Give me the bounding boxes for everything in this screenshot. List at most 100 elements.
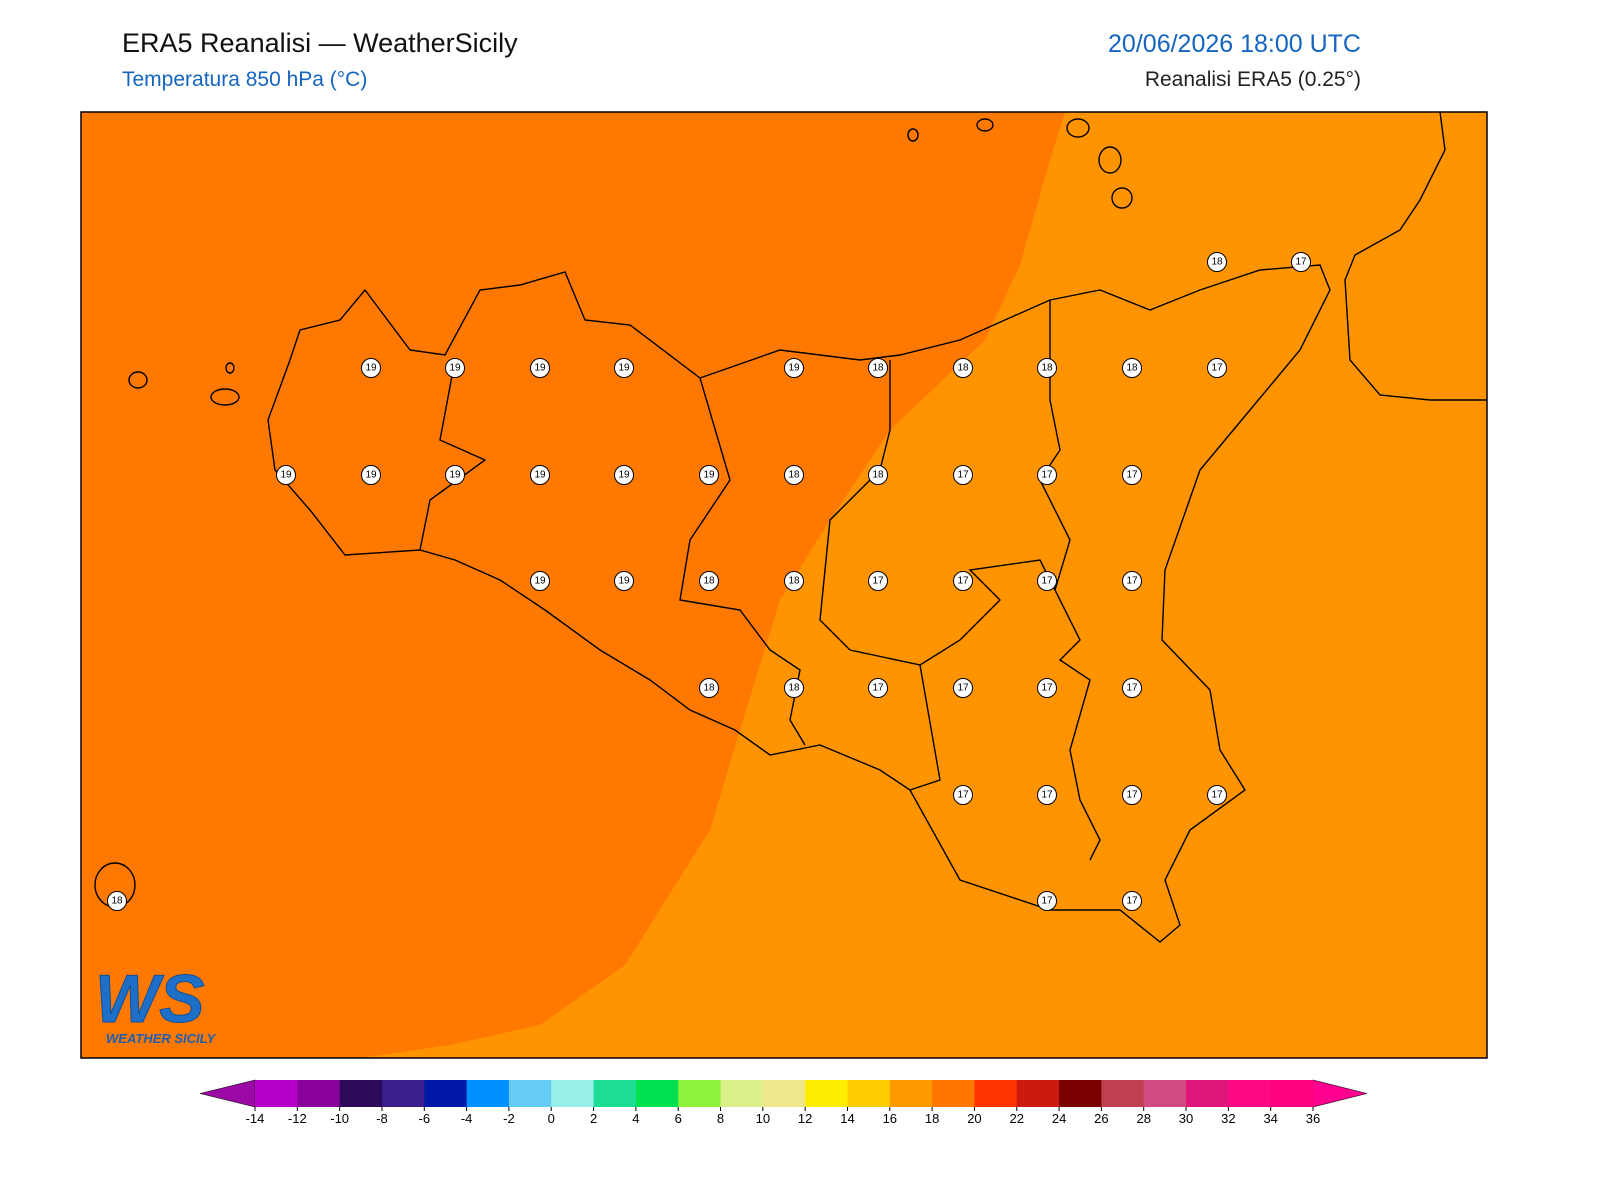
point-value: 18 — [788, 470, 800, 481]
point-value: 18 — [1041, 363, 1053, 374]
point: 19 — [699, 465, 719, 485]
point: 18 — [1122, 358, 1142, 378]
point: 17 — [1291, 252, 1311, 272]
colorbar-tick-label: 36 — [1306, 1111, 1320, 1126]
point-value: 18 — [872, 470, 884, 481]
point: 19 — [530, 358, 550, 378]
logo-name: WEATHER SICILY — [106, 1031, 217, 1046]
colorbar-tick-label: -4 — [461, 1111, 473, 1126]
colorbar-segment — [1101, 1080, 1145, 1107]
point: 19 — [445, 465, 465, 485]
point-value: 19 — [788, 363, 800, 374]
point-marker — [1037, 465, 1057, 485]
point-value: 19 — [449, 363, 461, 374]
colorbar-tick-label: -14 — [246, 1111, 265, 1126]
point-marker — [530, 465, 550, 485]
point-marker — [1122, 465, 1142, 485]
point-marker — [784, 465, 804, 485]
colorbar-tick-label: 28 — [1136, 1111, 1150, 1126]
colorbar-segment — [762, 1080, 806, 1107]
point: 17 — [1207, 358, 1227, 378]
colorbar-segment — [1059, 1080, 1102, 1107]
point-marker — [784, 358, 804, 378]
colorbar-segment — [889, 1080, 933, 1107]
point-value: 19 — [365, 470, 377, 481]
point-marker — [1037, 678, 1057, 698]
point-marker — [361, 465, 381, 485]
subtitle: Temperatura 850 hPa (°C) — [122, 68, 367, 91]
point: 17 — [1037, 678, 1057, 698]
point-marker — [868, 571, 888, 591]
colorbar: -14 -12 -10 -8 -6 -4 -2 0 2 4 6 8 10 12 14 16 18 20 22 24 26… — [199, 1079, 1368, 1126]
point-marker — [868, 358, 888, 378]
point-marker — [699, 571, 719, 591]
point-marker — [530, 358, 550, 378]
colorbar-under — [199, 1079, 256, 1108]
colorbar-segment — [932, 1080, 975, 1107]
point: 18 — [784, 571, 804, 591]
point-marker — [953, 358, 973, 378]
point: 17 — [1122, 571, 1142, 591]
colorbar-segment — [1016, 1080, 1060, 1107]
point-marker — [1207, 358, 1227, 378]
point: 18 — [868, 358, 888, 378]
point-value: 19 — [534, 363, 546, 374]
point: 18 — [953, 358, 973, 378]
point: 17 — [868, 678, 888, 698]
point-marker — [953, 465, 973, 485]
point-value: 17 — [1126, 470, 1138, 481]
point-marker — [1207, 252, 1227, 272]
point-value: 19 — [449, 470, 461, 481]
map-frame — [80, 111, 1488, 1059]
point-marker — [1037, 891, 1057, 911]
colorbar-tick-label: 6 — [675, 1111, 682, 1126]
calabria-coast — [1344, 111, 1487, 401]
colorbar-segment — [424, 1080, 468, 1107]
point: 19 — [614, 358, 634, 378]
colorbar-segment — [1270, 1080, 1314, 1107]
title: ERA5 Reanalisi — WeatherSicily — [122, 28, 518, 58]
point-marker — [1122, 678, 1142, 698]
colorbar-tick-label: 34 — [1263, 1111, 1277, 1126]
point-marker — [1207, 785, 1227, 805]
colorbar-tick-label: -12 — [288, 1111, 307, 1126]
logo-initials: WS — [95, 961, 205, 1037]
colorbar-segment — [297, 1080, 341, 1107]
point: 19 — [276, 465, 296, 485]
point-marker — [1122, 785, 1142, 805]
point-value: 18 — [957, 363, 969, 374]
colorbar-segment — [466, 1080, 510, 1107]
colorbar-segment — [255, 1080, 298, 1107]
colorbar-tick-label: 14 — [840, 1111, 854, 1126]
source: Reanalisi ERA5 (0.25°) — [1145, 68, 1361, 91]
province-border — [419, 300, 1101, 861]
point-marker — [614, 571, 634, 591]
colorbar-segment — [635, 1080, 679, 1107]
colorbar-tick-label: -2 — [503, 1111, 515, 1126]
sicily-coast — [267, 264, 1331, 943]
point: 17 — [1037, 465, 1057, 485]
colorbar-over — [1312, 1079, 1368, 1108]
point-value: 18 — [872, 363, 884, 374]
point-marker — [953, 571, 973, 591]
date: 20/06/2026 18:00 UTC — [1108, 30, 1361, 58]
point-marker — [868, 678, 888, 698]
map: WS WEATHER SICILY — [80, 111, 1488, 1059]
colorbar-tick-label: 20 — [967, 1111, 981, 1126]
point: 18 — [1207, 252, 1227, 272]
colorbar-tick-label: 10 — [756, 1111, 770, 1126]
point-value: 17 — [1211, 790, 1223, 801]
point: 17 — [1122, 678, 1142, 698]
point-value: 17 — [1041, 470, 1053, 481]
point-value: 19 — [365, 363, 377, 374]
point-marker — [361, 358, 381, 378]
point: 19 — [530, 465, 550, 485]
point: 18 — [107, 891, 127, 911]
islands — [94, 118, 1133, 908]
point: 19 — [445, 358, 465, 378]
point-marker — [1037, 358, 1057, 378]
point-value: 17 — [1041, 683, 1053, 694]
point-value: 17 — [957, 790, 969, 801]
colorbar-tick-label: 0 — [548, 1111, 555, 1126]
